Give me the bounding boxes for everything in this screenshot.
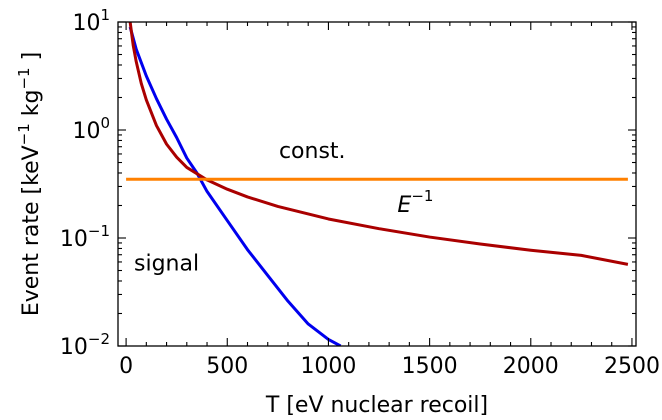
series-layer bbox=[126, 22, 629, 346]
annotation-const: const. bbox=[279, 139, 346, 164]
y-axis-title-mid: kg bbox=[19, 90, 44, 124]
y-axis-title-sup1: −1 bbox=[15, 123, 33, 145]
y-axis-title-prefix: Event rate [keV bbox=[19, 145, 44, 316]
x-axis-title: T [eV nuclear recoil] bbox=[265, 393, 488, 418]
y-axis-title: Event rate [keV−1 kg−1 ] bbox=[15, 52, 44, 316]
x-tick-label: 1000 bbox=[300, 354, 356, 379]
y-tick-label: 10−2 bbox=[60, 330, 110, 360]
x-tick-label: 2000 bbox=[503, 354, 559, 379]
x-tick-label: 500 bbox=[206, 354, 248, 379]
y-tick-label: 10−1 bbox=[60, 222, 110, 252]
y-axis-title-sup2: −1 bbox=[15, 67, 33, 89]
labels-layer: 0 500 1000 1500 2000 2500 10−2 10−1 100 101 const.… bbox=[60, 6, 660, 379]
plot-frame bbox=[117, 21, 637, 347]
series-line-signal bbox=[128, 26, 342, 346]
y-axis-title-suffix: ] bbox=[19, 52, 44, 68]
ticks-layer bbox=[118, 21, 636, 347]
x-tick-label: 1500 bbox=[402, 354, 458, 379]
y-tick-label: 100 bbox=[72, 114, 110, 144]
annotation-signal: signal bbox=[134, 252, 199, 277]
series-line-e bbox=[128, 22, 629, 266]
y-tick-label: 101 bbox=[72, 6, 110, 36]
x-tick-label: 2500 bbox=[604, 354, 660, 379]
annotation-e: E−1 bbox=[397, 187, 433, 218]
x-tick-label: 0 bbox=[119, 354, 133, 379]
